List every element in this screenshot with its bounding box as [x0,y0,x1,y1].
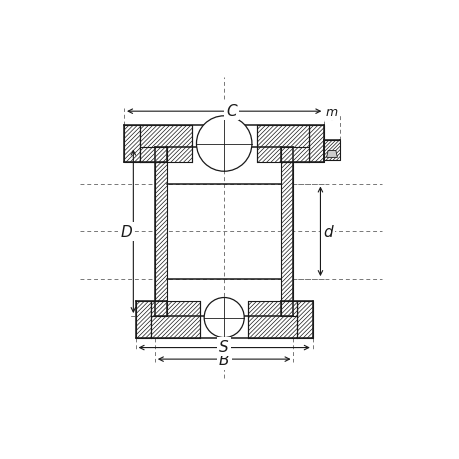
Polygon shape [151,301,200,338]
Polygon shape [247,301,297,338]
Text: D: D [120,224,132,239]
Polygon shape [280,301,297,316]
Text: S: S [219,340,229,354]
Polygon shape [297,301,312,338]
Text: m: m [325,106,337,118]
Polygon shape [326,151,336,158]
Polygon shape [155,147,167,316]
Polygon shape [124,126,139,162]
Circle shape [196,117,252,172]
Text: C: C [226,104,237,118]
Circle shape [204,298,244,338]
Text: d: d [323,224,332,239]
Polygon shape [256,126,308,162]
Polygon shape [280,147,293,316]
Polygon shape [139,126,191,162]
Polygon shape [280,147,308,162]
Polygon shape [324,141,339,161]
Polygon shape [308,126,324,162]
Polygon shape [151,301,167,316]
Polygon shape [139,147,167,162]
Polygon shape [135,301,151,338]
Text: B: B [218,353,229,368]
